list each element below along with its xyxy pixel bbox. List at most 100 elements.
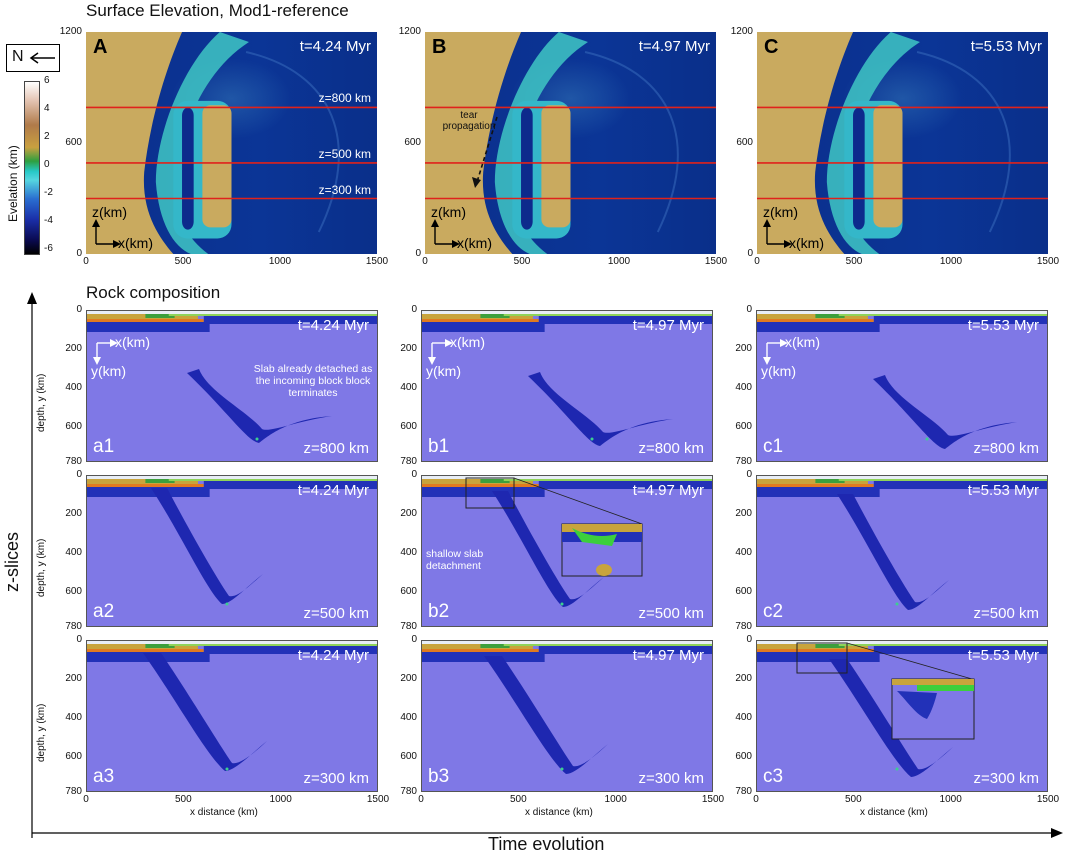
rock-composition-section (87, 641, 377, 771)
panel-time: t=5.53 Myr (970, 38, 1042, 55)
rock-y-tick-label: 0 (746, 469, 752, 480)
y-tick-label: 1200 (730, 26, 753, 37)
rock-x-tick-label: 0 (418, 794, 424, 805)
rock-x-tick-label: 0 (83, 794, 89, 805)
y-tick-label: 0 (415, 248, 421, 259)
rock-panel-id: b2 (428, 601, 450, 622)
rock-panel-time: t=4.97 Myr (632, 482, 704, 499)
surface-elevation-map (86, 32, 377, 254)
x-tick-label: 0 (422, 256, 428, 267)
x-tick-label: 500 (513, 256, 531, 267)
rock-panel-z: z=500 km (973, 605, 1039, 622)
rock-y-axis-label: y(km) (761, 363, 796, 379)
rock-x-tick-label: 1500 (1036, 794, 1060, 805)
rock-panel: t=4.97 Myr z=300 km b3 (421, 640, 713, 792)
rock-y-tick-label: 600 (735, 420, 752, 432)
panel-time: t=4.24 Myr (299, 38, 371, 55)
rock-y-tick-label: 600 (65, 420, 82, 432)
rock-panel: t=4.24 Myr z=500 km a2 (86, 475, 378, 627)
rock-y-tick-label: 780 (735, 456, 752, 467)
slice-line-label: z=500 km (318, 146, 371, 161)
rock-panel-time: t=5.53 Myr (967, 647, 1039, 664)
rock-panel-z: z=800 km (638, 440, 704, 457)
rock-y-tick-label: 400 (735, 711, 752, 723)
y-tick-label: 600 (404, 137, 421, 148)
rock-y-tick-label: 0 (76, 634, 82, 645)
rock-x-tick-label: 500 (844, 794, 862, 805)
y-tick-label: 1200 (398, 26, 421, 37)
rock-panel-z: z=300 km (973, 770, 1039, 787)
rock-panel-id: c2 (763, 601, 784, 622)
rock-panel-z: z=500 km (303, 605, 369, 622)
rock-xlabel: x distance (km) (860, 807, 928, 818)
rock-y-tick-label: 400 (400, 711, 417, 723)
rock-x-tick-label: 1500 (701, 794, 725, 805)
rock-panel: t=4.97 Myr z=500 km b2 shallow slab detachm… (421, 475, 713, 627)
time-evolution-label: Time evolution (488, 834, 605, 854)
rock-panel-id: b3 (428, 766, 450, 787)
rock-panel: t=4.24 Myr z=300 km a3 (86, 640, 378, 792)
slice-line-label: z=300 km (318, 182, 371, 197)
x-tick-label: 1000 (607, 256, 631, 267)
rock-x-tick-label: 500 (174, 794, 192, 805)
panel-letter: B (432, 36, 447, 58)
rock-composition-section (757, 476, 1047, 610)
rock-panel-z: z=300 km (638, 770, 704, 787)
rock-y-tick-label: 600 (65, 585, 82, 597)
rock-panel-z: z=500 km (638, 605, 704, 622)
slice-line-label: z=800 km (318, 91, 371, 106)
colorbar-label: Evelation (km) (6, 145, 20, 222)
rock-xlabel: x distance (km) (525, 807, 593, 818)
y-tick-label: 600 (65, 137, 82, 148)
surface-elevation-title: Surface Elevation, Mod1-reference (86, 1, 349, 20)
x-axis-label: x(km) (789, 235, 824, 251)
rock-y-tick-label: 0 (746, 304, 752, 315)
rock-panel-z: z=300 km (303, 770, 369, 787)
z-axis-label: z(km) (92, 204, 127, 220)
elevation-colorbar (24, 81, 40, 255)
rock-y-tick-label: 780 (65, 621, 82, 632)
y-tick-label: 1200 (59, 26, 82, 37)
panel-letter: C (764, 36, 779, 58)
rock-panel-id: a2 (93, 601, 115, 622)
rock-y-tick-label: 780 (400, 456, 417, 467)
surface-elevation-map (757, 32, 1048, 254)
rock-y-tick-label: 0 (411, 304, 417, 315)
rock-y-tick-label: 600 (65, 750, 82, 762)
rock-y-tick-label: 200 (400, 672, 417, 684)
rock-x-axis-label: x(km) (115, 334, 150, 350)
rock-panel-time: t=5.53 Myr (967, 482, 1039, 499)
rock-x-tick-label: 1000 (269, 794, 292, 805)
rock-composition-section (87, 311, 377, 443)
rock-y-tick-label: 400 (735, 546, 752, 558)
rock-composition-section (757, 641, 1047, 777)
rock-panel-id: c1 (763, 436, 784, 457)
rock-composition-section (757, 311, 1047, 449)
rock-y-tick-label: 200 (400, 507, 417, 519)
rock-panel: t=4.24 Myr z=800 km a1 x(km) y(km) Slab alrea… (86, 310, 378, 462)
colorbar-tick: -4 (44, 215, 53, 226)
y-tick-label: 0 (76, 248, 82, 259)
x-tick-label: 1500 (365, 256, 389, 267)
rock-composition-section (422, 476, 712, 607)
rock-panel-id: c3 (763, 766, 784, 787)
rock-y-tick-label: 780 (65, 786, 82, 797)
rock-panel: t=4.97 Myr z=800 km b1 x(km) y(km) (421, 310, 713, 462)
rock-y-axis-label: y(km) (426, 363, 461, 379)
rock-panel-id: a3 (93, 766, 115, 787)
x-axis-label: x(km) (457, 235, 492, 251)
x-tick-label: 500 (845, 256, 863, 267)
rock-y-tick-label: 600 (735, 750, 752, 762)
rock-panel-z: z=800 km (303, 440, 369, 457)
rock-x-tick-label: 1000 (939, 794, 962, 805)
rock-y-tick-label: 200 (735, 507, 752, 519)
colorbar-tick: 4 (44, 103, 50, 114)
north-label: N (12, 48, 24, 65)
rock-y-tick-label: 400 (400, 381, 417, 393)
north-compass: N (6, 44, 60, 72)
rock-y-tick-label: 780 (400, 786, 417, 797)
rock-composition-section (422, 641, 712, 774)
rock-y-tick-label: 0 (411, 469, 417, 480)
